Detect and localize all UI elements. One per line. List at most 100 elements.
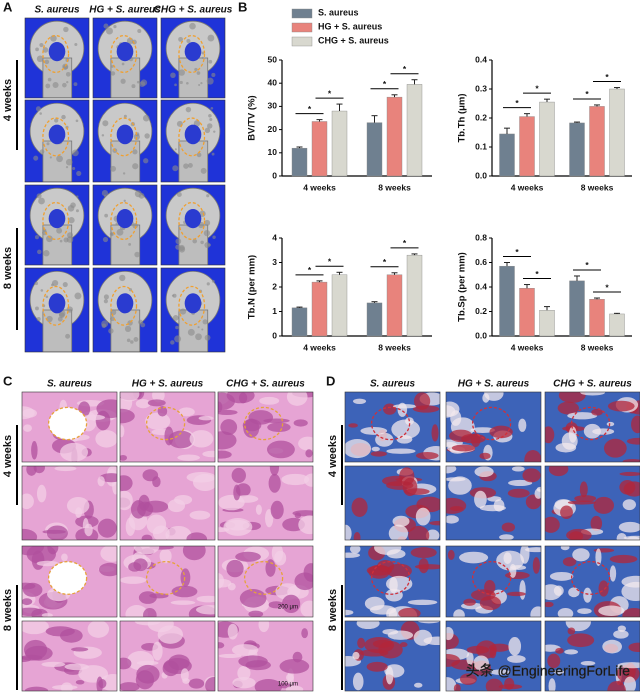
texture xyxy=(110,71,116,76)
texture xyxy=(165,525,192,540)
texture xyxy=(226,559,244,578)
texture xyxy=(268,473,281,493)
texture xyxy=(189,510,211,520)
texture xyxy=(196,152,202,158)
texture xyxy=(580,660,596,666)
texture xyxy=(201,328,204,331)
texture xyxy=(386,607,398,617)
image-tile xyxy=(24,184,90,266)
texture xyxy=(200,167,207,174)
texture xyxy=(507,655,526,663)
texture xyxy=(218,578,232,588)
texture xyxy=(555,442,577,453)
texture xyxy=(209,118,213,122)
bar xyxy=(499,133,515,177)
texture xyxy=(66,236,74,243)
image-tile xyxy=(119,465,216,541)
region-ring xyxy=(42,34,70,74)
texture xyxy=(618,521,640,533)
texture xyxy=(186,81,189,85)
texture xyxy=(42,47,49,53)
bar xyxy=(519,288,535,337)
texture xyxy=(399,642,408,648)
region-ring xyxy=(145,406,186,441)
texture xyxy=(446,515,459,524)
texture xyxy=(179,308,187,315)
image-tile xyxy=(24,267,90,353)
texture xyxy=(607,681,626,691)
defect xyxy=(184,293,202,314)
image-tile xyxy=(445,545,542,618)
texture xyxy=(143,608,157,617)
texture xyxy=(58,312,65,319)
tile-content xyxy=(25,268,89,352)
texture xyxy=(366,661,388,672)
texture xyxy=(170,600,196,605)
texture xyxy=(130,340,134,344)
texture xyxy=(75,679,85,685)
bar xyxy=(519,116,535,177)
texture xyxy=(204,219,211,226)
image-tile xyxy=(160,17,226,99)
y-tick-label: 2 xyxy=(272,281,277,291)
texture xyxy=(22,493,34,510)
tile-content xyxy=(25,100,89,182)
tile-content xyxy=(93,100,157,182)
tile-content xyxy=(25,185,89,265)
texture xyxy=(143,158,149,164)
region-ring xyxy=(178,285,206,326)
texture xyxy=(139,81,146,87)
panel-label: B xyxy=(238,0,247,14)
texture xyxy=(136,80,140,84)
tile-frame xyxy=(21,465,118,541)
texture xyxy=(134,251,140,258)
texture xyxy=(232,677,256,689)
tile-frame xyxy=(160,184,226,266)
bar xyxy=(609,313,625,337)
texture xyxy=(71,149,79,157)
x-tick-label: 4 weeks xyxy=(511,182,544,192)
legend-swatch xyxy=(291,36,313,47)
tile-content xyxy=(120,392,215,462)
bar xyxy=(331,274,348,337)
texture xyxy=(120,78,126,84)
texture xyxy=(103,23,109,29)
texture xyxy=(231,467,246,483)
region-ring xyxy=(471,560,512,595)
texture xyxy=(65,158,73,166)
texture xyxy=(157,625,183,644)
y-axis-label: BV/TV (%) xyxy=(247,95,258,140)
row-label: 8 weeks xyxy=(2,589,14,631)
texture xyxy=(415,452,439,460)
column-header: S. aureus xyxy=(370,379,415,390)
texture xyxy=(259,396,280,405)
texture xyxy=(207,243,211,247)
texture xyxy=(36,484,47,503)
texture xyxy=(235,551,261,562)
texture xyxy=(204,334,211,341)
texture xyxy=(364,637,395,654)
texture xyxy=(356,621,380,630)
texture xyxy=(305,449,313,458)
defect xyxy=(184,209,202,229)
texture xyxy=(37,249,42,255)
texture xyxy=(266,440,295,459)
tile-content xyxy=(345,546,440,617)
bar xyxy=(331,110,348,177)
texture xyxy=(425,529,440,540)
legend-label: CHG + S. aureus xyxy=(318,35,389,45)
texture xyxy=(447,549,455,561)
texture xyxy=(622,499,637,511)
texture xyxy=(213,130,216,133)
texture xyxy=(414,392,431,410)
bar xyxy=(569,122,585,177)
texture xyxy=(281,473,310,486)
texture xyxy=(62,281,68,288)
texture xyxy=(548,466,569,477)
texture xyxy=(171,585,198,598)
row-label: 4 weeks xyxy=(2,435,14,477)
tile-content xyxy=(545,621,640,691)
texture xyxy=(133,546,160,555)
texture xyxy=(218,653,242,659)
y-axis-label: Tb.Sp (per mm) xyxy=(457,252,468,322)
